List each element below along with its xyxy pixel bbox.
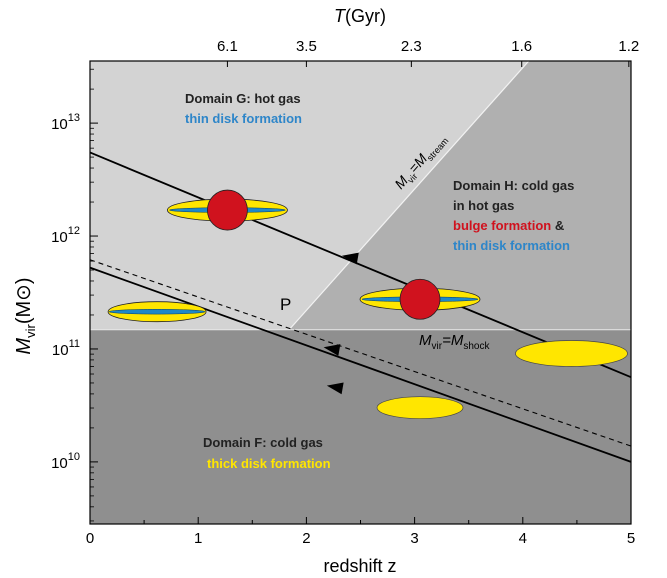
x-tick-label-3: 3 — [410, 530, 418, 547]
top-tick-label-1: 3.5 — [296, 38, 317, 55]
y-axis-unit: (M⊙) — [13, 277, 35, 324]
domain-h-title: Domain H: cold gas — [453, 178, 574, 193]
m-shock-sub1: vir — [432, 341, 443, 352]
galaxy-bulge — [207, 189, 248, 231]
domain-h-line4: thin disk formation — [453, 238, 570, 253]
y-tick-exponent-2: 12 — [68, 225, 80, 237]
domain-h-line2: in hot gas — [453, 198, 514, 213]
x-tick-label-5: 5 — [627, 530, 635, 547]
y-axis-title: Mvir(M⊙) — [13, 277, 38, 354]
track-arrowhead-2 — [341, 252, 359, 265]
track-arrow-1 — [323, 344, 341, 356]
y-axis-m: M — [13, 338, 35, 355]
track-solid-0 — [89, 266, 632, 463]
domain-g-subtitle: thin disk formation — [185, 111, 302, 126]
m-stream-boundary — [288, 60, 530, 331]
galaxy-symbols — [107, 189, 628, 420]
domain-h-ampersand: & — [551, 218, 564, 233]
galaxy-thick-3 — [515, 340, 628, 367]
y-tick-mantissa-0: 10 — [51, 455, 68, 472]
m-shock-sub2: shock — [463, 341, 490, 352]
domain-g-title: Domain G: hot gas — [185, 91, 301, 106]
y-axis-sub: vir — [23, 324, 38, 338]
y-tick-exponent-1: 11 — [69, 338, 80, 350]
top-tick-label-2: 2.3 — [401, 38, 422, 55]
x-axis-title: redshift z — [323, 556, 396, 576]
domain-f-subtitle: thick disk formation — [207, 456, 331, 471]
domain-h-line3: bulge formation & — [453, 218, 564, 233]
galaxy-thin-in-thick-2 — [107, 301, 207, 323]
y-tick-exponent-0: 10 — [68, 451, 80, 463]
domain-f-title: Domain F: cold gas — [203, 435, 323, 450]
track-arrow-2 — [341, 252, 359, 265]
track-arrow-0 — [326, 382, 344, 395]
domain-h-bulge-text: bulge formation — [453, 218, 551, 233]
y-tick-label-1: 1011 — [52, 338, 80, 359]
top-tick-label-3: 1.6 — [511, 38, 532, 55]
x-tick-label-0: 0 — [86, 530, 94, 547]
galaxy-bulge+thin-0 — [167, 189, 288, 231]
m-shock-label: Mvir=Mshock — [419, 332, 490, 352]
galaxy-thin-disk — [108, 309, 206, 315]
point-p-label: P — [280, 295, 291, 314]
galaxy-thick-disk — [515, 340, 628, 367]
top-axis-title: T(Gyr) — [334, 6, 386, 26]
domain-h-region — [289, 61, 631, 330]
x-tick-label-1: 1 — [194, 530, 202, 547]
top-axis-t: T — [334, 6, 347, 26]
top-tick-label-4: 1.2 — [618, 38, 639, 55]
track-solid-2 — [89, 151, 632, 379]
domain-regions — [90, 60, 631, 524]
galaxy-bulge+thin-1 — [359, 278, 481, 320]
galaxy-thick-4 — [376, 396, 464, 420]
top-tick-label-0: 6.1 — [217, 38, 238, 55]
halo-tracks — [89, 151, 632, 463]
y-tick-mantissa-3: 10 — [51, 116, 68, 133]
galaxy-thick-disk — [376, 396, 464, 420]
y-tick-mantissa-1: 10 — [52, 342, 69, 359]
m-shock-eq: =M — [442, 332, 464, 349]
track-arrowhead-0 — [326, 382, 344, 395]
m-shock-m: M — [419, 332, 432, 349]
x-tick-label-4: 4 — [519, 530, 527, 547]
galaxy-bulge — [399, 278, 441, 320]
x-tick-label-2: 2 — [302, 530, 310, 547]
y-tick-label-2: 1012 — [51, 225, 80, 246]
top-axis-unit: (Gyr) — [345, 6, 386, 26]
track-arrowhead-1 — [323, 344, 341, 356]
y-tick-mantissa-2: 10 — [51, 229, 68, 246]
y-tick-exponent-3: 13 — [68, 112, 80, 124]
y-tick-label-3: 1013 — [51, 112, 80, 133]
y-tick-label-0: 1010 — [51, 451, 80, 472]
